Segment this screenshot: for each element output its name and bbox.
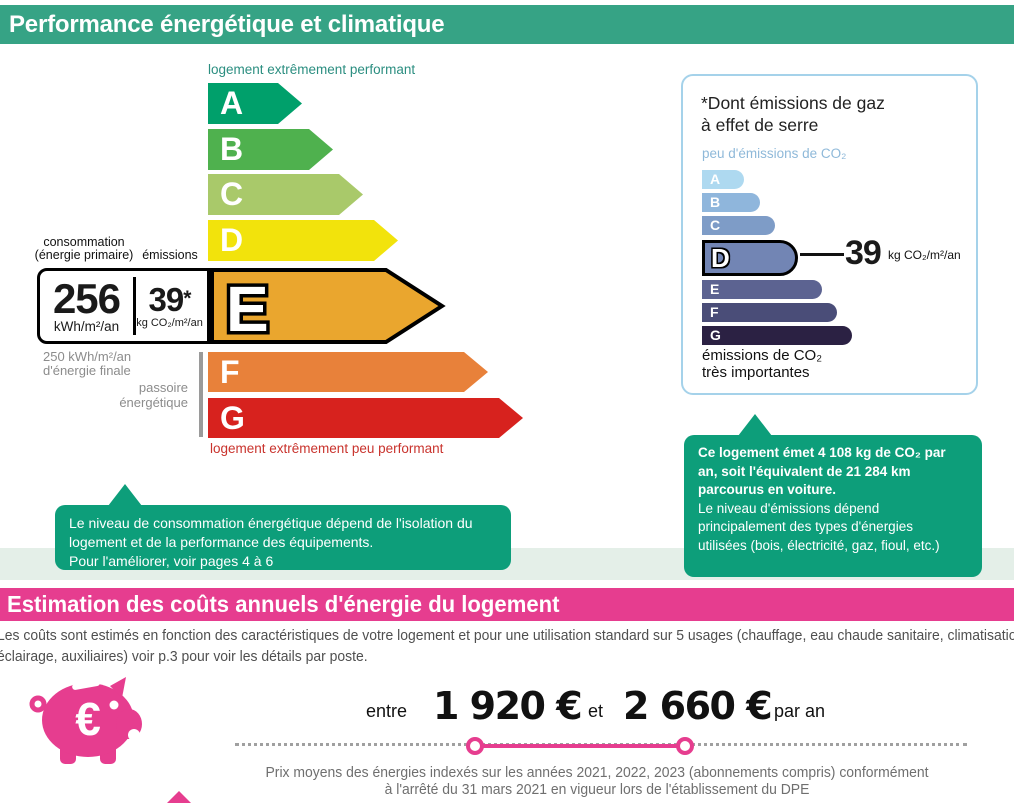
energy-tooltip-line3: Pour l'améliorer, voir pages 4 à 6 (69, 553, 274, 569)
co2-value-connector (800, 253, 844, 256)
costs-description-line2: éclairage, auxiliaires) voir p.3 pour vo… (0, 648, 368, 665)
emissions-unit: kg CO₂/m²/an (136, 317, 203, 329)
energy-bar-e-letter: E (226, 273, 269, 344)
costs-description-line1: Les coûts sont estimés en fonction des c… (0, 627, 1014, 644)
co2-title-line2: à effet de serre (701, 115, 819, 135)
co2-caption-low: peu d'émissions de CO₂ (702, 146, 847, 161)
energy-bar-a: A (208, 83, 302, 124)
emissions-header-label: émissions (142, 248, 198, 262)
emissions-value-block: 39* kg CO₂/m²/an (133, 271, 206, 341)
consumption-header-line2: (énergie primaire) (34, 248, 134, 262)
svg-text:€: € (75, 693, 101, 745)
co2-tooltip-bold3: parcourus en voiture. (698, 482, 837, 497)
price-range-dot-max (676, 737, 694, 755)
energy-bar-c: C (208, 174, 363, 215)
consumption-value: 256 (52, 274, 121, 322)
co2-caption-high-line1: émissions de CO₂ (702, 347, 823, 364)
sieve-line1: passoire (138, 380, 188, 395)
co2-value-unit: kg CO₂/m²/an (888, 248, 961, 262)
next-tooltip-arrow-clipped (167, 791, 191, 803)
co2-panel-title: *Dont émissions de gaz à effet de serre (701, 92, 885, 136)
energy-bar-b-letter: B (220, 131, 244, 167)
section-header-costs: Estimation des coûts annuels d'énergie d… (0, 588, 1014, 621)
energy-bar-e-letter-outline: E (226, 273, 269, 344)
co2-bar-b: B (702, 193, 760, 212)
energy-bar-e-current: E E (210, 268, 446, 344)
price-range-dot-min (466, 737, 484, 755)
energy-tooltip-line2: logement et de la performance des équipe… (69, 534, 374, 550)
co2-bar-d-current: D (702, 240, 798, 276)
consumption-unit: kWh/m²/an (53, 318, 120, 334)
sieve-threshold-line (199, 352, 203, 437)
price-and-label: et (588, 701, 604, 721)
price-footnote: Prix moyens des énergies indexés sur les… (141, 764, 1014, 798)
price-footnote-line1: Prix moyens des énergies indexés sur les… (265, 764, 929, 781)
co2-tooltip-line3: utilisées (bois, électricité, gaz, fioul… (698, 537, 940, 553)
consumption-header-line1: consommation (43, 235, 125, 249)
co2-bar-f-letter: F (710, 304, 719, 320)
co2-bar-g: G (702, 326, 852, 345)
final-energy-note: 250 kWh/m²/an d'énergie finale (43, 350, 131, 378)
caption-extremely-poor: logement extrêmement peu performant (210, 441, 444, 456)
price-max: 2 660 € (623, 684, 773, 728)
price-per-year-label: par an (774, 701, 826, 721)
co2-bar-f: F (702, 303, 837, 322)
co2-bar-e-letter: E (710, 281, 720, 297)
co2-bar-a: A (702, 170, 744, 189)
value-box-divider (133, 277, 136, 335)
consumption-value-block: 256 kWh/m²/an (40, 271, 133, 341)
price-footnote-line2: à l'arrêté du 31 mars 2021 en vigueur lo… (384, 781, 810, 798)
consumption-header-label: consommation (énergie primaire) (28, 236, 140, 262)
caption-extremely-performant: logement extrêmement performant (208, 62, 416, 77)
co2-tooltip: Ce logement émet 4 108 kg de CO₂ par an,… (684, 435, 982, 577)
co2-tooltip-line1: Le niveau d'émissions dépend (698, 500, 880, 516)
co2-title-line1: *Dont émissions de gaz (701, 93, 885, 113)
co2-emissions-panel: *Dont émissions de gaz à effet de serre … (681, 74, 978, 395)
co2-bar-c: C (702, 216, 775, 235)
price-between-label: entre (366, 701, 408, 721)
energy-bar-f: F (208, 352, 488, 392)
co2-caption-high-line2: très importantes (702, 363, 810, 381)
energy-value-box: 256 kWh/m²/an 39* kg CO₂/m²/an (37, 268, 210, 344)
section-header-energy: Performance énergétique et climatique (0, 5, 1014, 44)
co2-tooltip-line2: principalement des types d'énergies (698, 519, 913, 534)
co2-tooltip-bold2: an, soit l'équivalent de 21 284 km (698, 463, 911, 479)
co2-caption-high: émissions de CO₂ très importantes (702, 347, 823, 381)
co2-tooltip-bold1: Ce logement émet 4 108 kg de CO₂ par (698, 445, 946, 460)
co2-bar-g-letter: G (710, 327, 721, 343)
co2-bar-c-letter: C (710, 217, 721, 233)
co2-bar-d-letter: D (711, 243, 730, 273)
energy-bar-f-letter: F (220, 354, 240, 390)
price-min: 1 920 € (433, 684, 583, 728)
energy-bar-e-shape (210, 268, 446, 344)
energy-bar-b: B (208, 129, 333, 170)
energy-sieve-label: passoire énergétique (68, 380, 188, 410)
final-energy-line1: 250 kWh/m²/an (43, 349, 132, 364)
energy-bar-g: G (208, 398, 523, 438)
emissions-value-number: 39 (148, 281, 185, 318)
co2-tooltip-arrow (738, 414, 772, 436)
energy-bar-g-letter: G (220, 400, 245, 436)
energy-tooltip-arrow (108, 484, 142, 506)
co2-bar-a-letter: A (710, 171, 721, 187)
piggy-bank-euro-icon: € (29, 677, 142, 764)
section-title-costs: Estimation des coûts annuels d'énergie d… (7, 591, 560, 617)
sieve-line2: énergétique (119, 395, 188, 410)
energy-tooltip-line1: Le niveau de consommation énergétique dé… (69, 515, 473, 531)
energy-bar-d-letter: D (220, 222, 244, 258)
energy-bar-c-letter: C (220, 176, 244, 212)
energy-tooltip: Le niveau de consommation énergétique dé… (55, 505, 511, 570)
energy-bar-d: D (208, 220, 398, 261)
energy-bar-a-letter: A (220, 85, 244, 121)
price-range-bar (475, 744, 685, 748)
emissions-star: * (183, 287, 191, 310)
section-title-energy: Performance énergétique et climatique (9, 11, 445, 38)
emissions-value: 39* (148, 281, 192, 318)
co2-bar-b-letter: B (710, 194, 721, 210)
final-energy-line2: d'énergie finale (43, 363, 131, 378)
co2-value: 39 (845, 234, 882, 272)
co2-bar-e: E (702, 280, 822, 299)
